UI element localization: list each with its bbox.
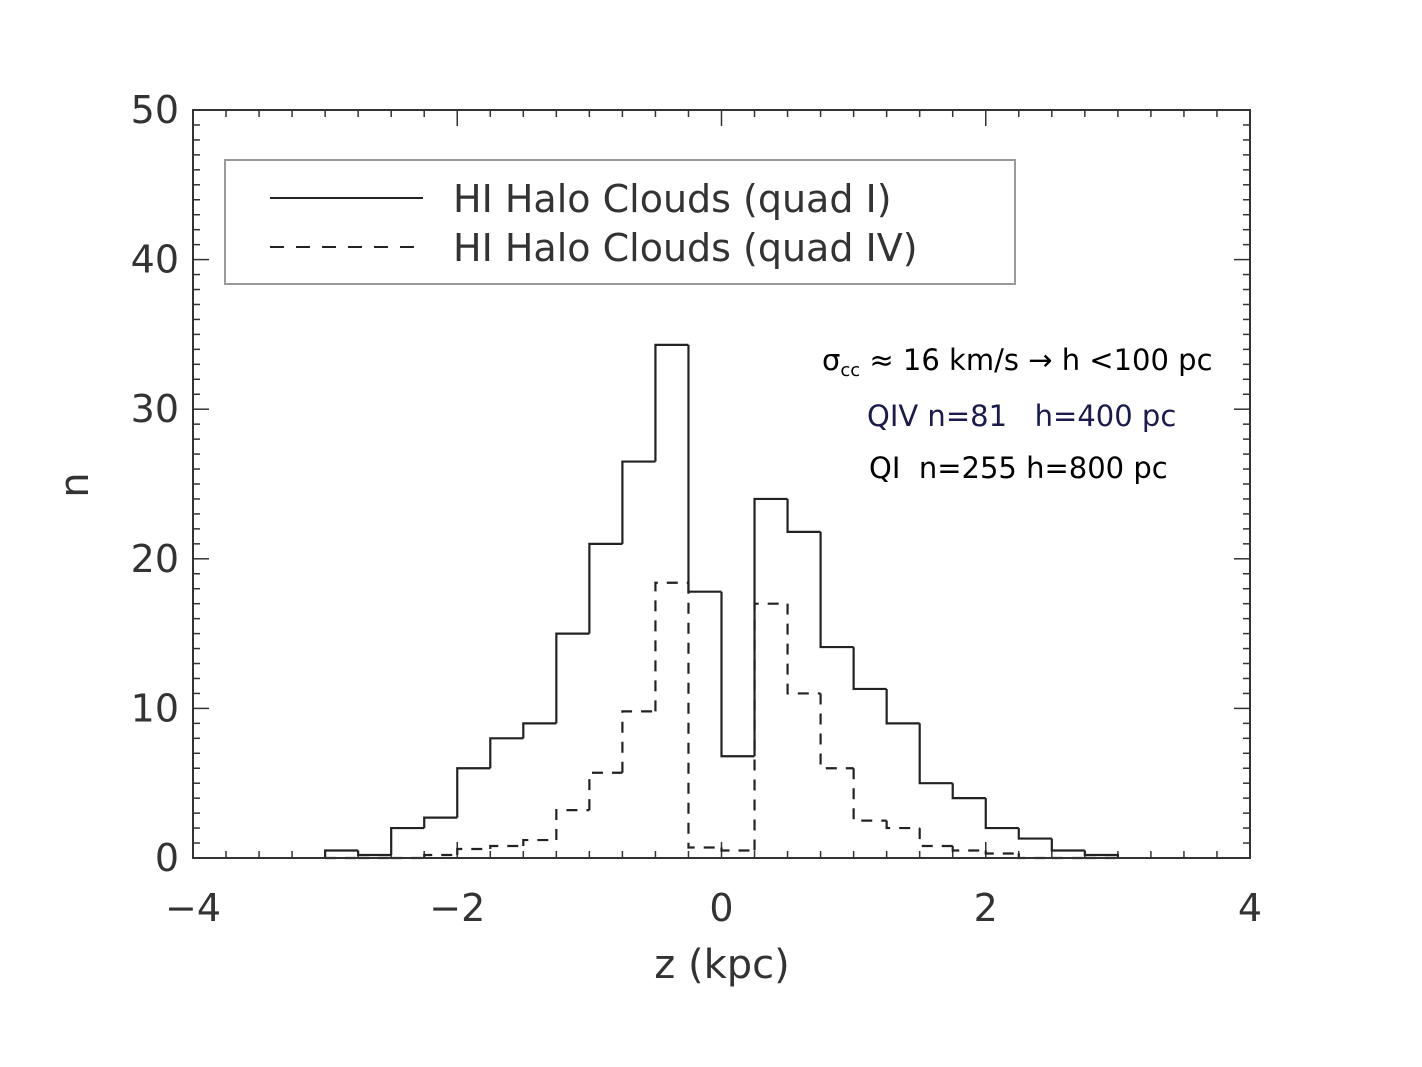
histogram-bin [1083, 850, 1119, 858]
histogram-bin [489, 844, 524, 850]
histogram-bin [522, 722, 557, 739]
histogram-bin [819, 531, 854, 649]
histogram-bin [984, 850, 1019, 855]
legend-box [224, 159, 1016, 285]
histogram-bin [720, 847, 755, 852]
x-axis-label: z (kpc) [654, 942, 789, 988]
histogram-bin [1017, 828, 1052, 840]
histogram-bin [786, 498, 821, 533]
histogram-bin [654, 581, 689, 712]
x-tick-label: 4 [1238, 886, 1262, 930]
histogram-bin [621, 460, 656, 544]
histogram-bin [654, 343, 689, 462]
histogram-bin [489, 737, 524, 769]
histogram-bin [1050, 838, 1085, 852]
histogram-bin [951, 846, 986, 852]
plot-frame [192, 109, 1251, 859]
annotations: σcc ≈ 16 km/s → h <100 pc QIV n=81 h=400… [822, 343, 1213, 485]
annotation-qi: QI n=255 h=800 pc [869, 451, 1168, 485]
histogram-bin [819, 693, 854, 770]
y-tick-label: 50 [131, 88, 179, 132]
x-tick-label: 2 [974, 886, 998, 930]
y-tick-label: 40 [131, 238, 179, 282]
histogram-bin [423, 816, 458, 829]
histogram-bin [951, 783, 986, 800]
histogram-bin [885, 688, 920, 725]
legend-entry-quad-iv: HI Halo Clouds (quad IV) [453, 226, 918, 270]
histogram-bin [753, 602, 788, 851]
histogram-bin [555, 632, 590, 724]
histogram-bin [555, 809, 590, 841]
annotation-sigma-line: σcc ≈ 16 km/s → h <100 pc [822, 343, 1213, 381]
histogram-bin [786, 603, 821, 695]
histogram-bin [522, 838, 557, 847]
legend: HI Halo Clouds (quad I) HI Halo Clouds (… [224, 159, 1016, 285]
histogram-bin [918, 828, 953, 848]
x-tick-label: 0 [709, 886, 733, 930]
histogram-bin [456, 767, 491, 818]
histogram-bin [456, 847, 491, 856]
legend-entry-quad-i: HI Halo Clouds (quad I) [453, 177, 892, 221]
histogram-bin [621, 710, 656, 773]
x-tick-label: −2 [429, 886, 485, 930]
histogram-bin [324, 849, 359, 858]
histogram-bin [390, 826, 425, 856]
histogram-bin [918, 723, 953, 785]
annotation-qiv: QIV n=81 h=400 pc [867, 399, 1176, 433]
x-tick-label: −4 [165, 886, 221, 930]
y-tick-label: 20 [131, 537, 179, 581]
histogram-bin [852, 647, 887, 691]
histogram-bin [984, 798, 1019, 830]
histogram-bin [720, 591, 755, 758]
histogram-bin [687, 582, 722, 849]
histogram-bin [357, 850, 392, 857]
annotation-sigma-symbol: σ [822, 343, 840, 377]
y-tick-label: 30 [131, 387, 179, 431]
annotation-sigma-subscript: cc [840, 360, 860, 381]
histogram-bin [885, 820, 920, 830]
y-tick-label: 0 [155, 836, 179, 880]
histogram-bin [588, 542, 623, 634]
annotation-sigma-rest: ≈ 16 km/s → h <100 pc [860, 343, 1212, 377]
y-tick-label: 10 [131, 686, 179, 730]
y-axis-label: n [52, 472, 98, 497]
